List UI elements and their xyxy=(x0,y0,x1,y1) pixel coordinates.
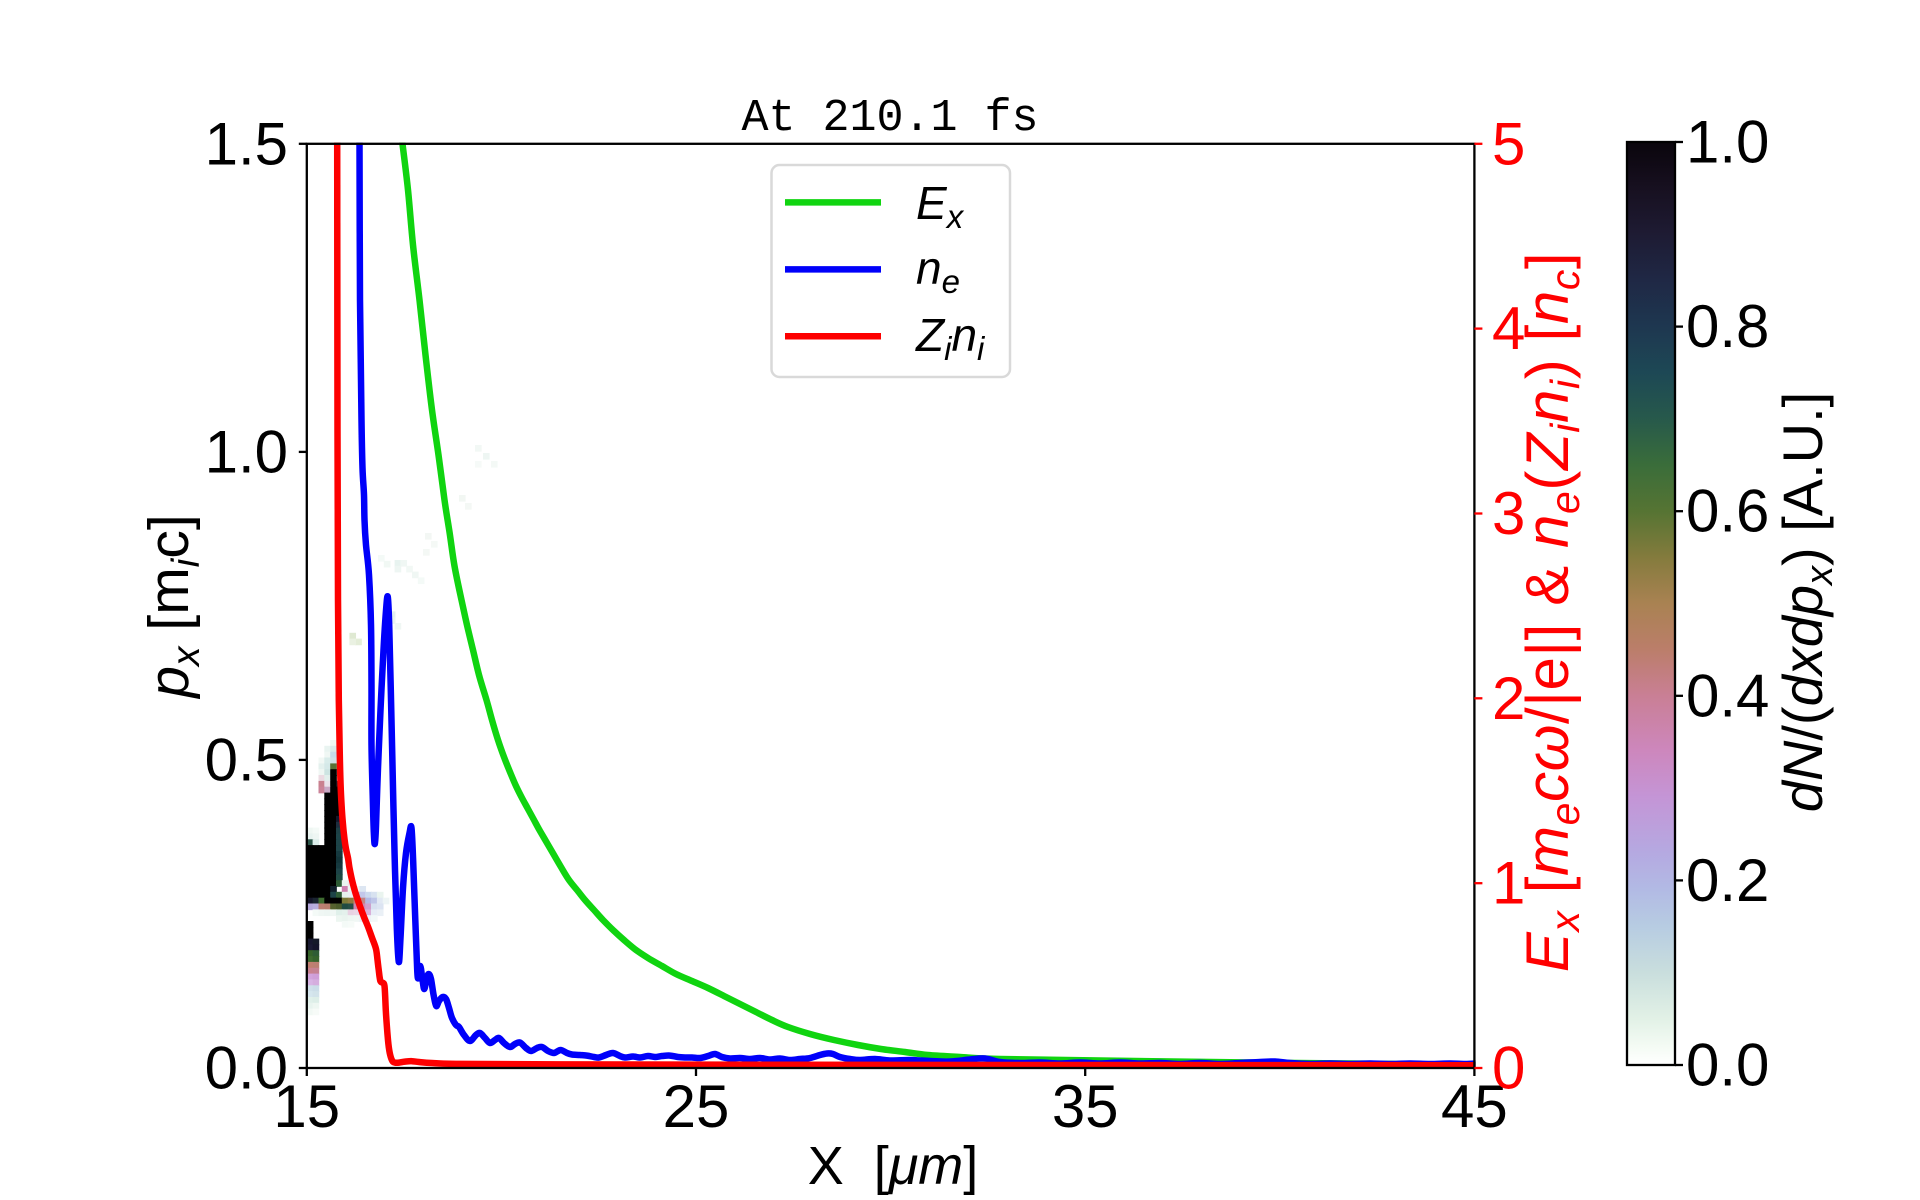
svg-text:4: 4 xyxy=(1492,295,1525,362)
svg-text:1.0: 1.0 xyxy=(205,418,288,485)
svg-text:45: 45 xyxy=(1441,1073,1508,1140)
svg-text:px [mic]: px [mic] xyxy=(137,514,208,699)
svg-text:0: 0 xyxy=(1492,1035,1525,1102)
svg-text:35: 35 xyxy=(1052,1073,1119,1140)
svg-text:3: 3 xyxy=(1492,480,1525,547)
svg-text:2: 2 xyxy=(1492,665,1525,732)
svg-text:1.5: 1.5 xyxy=(205,110,288,177)
svg-text:1: 1 xyxy=(1492,850,1525,917)
svg-text:Zini: Zini xyxy=(915,309,986,367)
svg-text:25: 25 xyxy=(663,1073,730,1140)
svg-text:At 210.1 fs: At 210.1 fs xyxy=(741,93,1038,144)
svg-text:0.2: 0.2 xyxy=(1686,847,1769,914)
svg-text:1.0: 1.0 xyxy=(1686,109,1769,176)
svg-text:Ex [mecω/|e|] & ne(Zini) [nc]: Ex [mecω/|e|] & ne(Zini) [nc] xyxy=(1514,252,1588,972)
svg-text:5: 5 xyxy=(1492,110,1525,177)
svg-text:0.0: 0.0 xyxy=(205,1035,288,1102)
svg-text:0.5: 0.5 xyxy=(205,726,288,793)
svg-text:0.6: 0.6 xyxy=(1686,478,1769,545)
svg-text:0.4: 0.4 xyxy=(1686,662,1769,729)
svg-text:dN/(dxdpx) [A.U.]: dN/(dxdpx) [A.U.] xyxy=(1771,392,1841,812)
svg-text:0.0: 0.0 xyxy=(1686,1032,1769,1099)
svg-text:X [μm]: X [μm] xyxy=(808,1136,979,1196)
svg-text:15: 15 xyxy=(273,1073,340,1140)
svg-text:0.8: 0.8 xyxy=(1686,293,1769,360)
